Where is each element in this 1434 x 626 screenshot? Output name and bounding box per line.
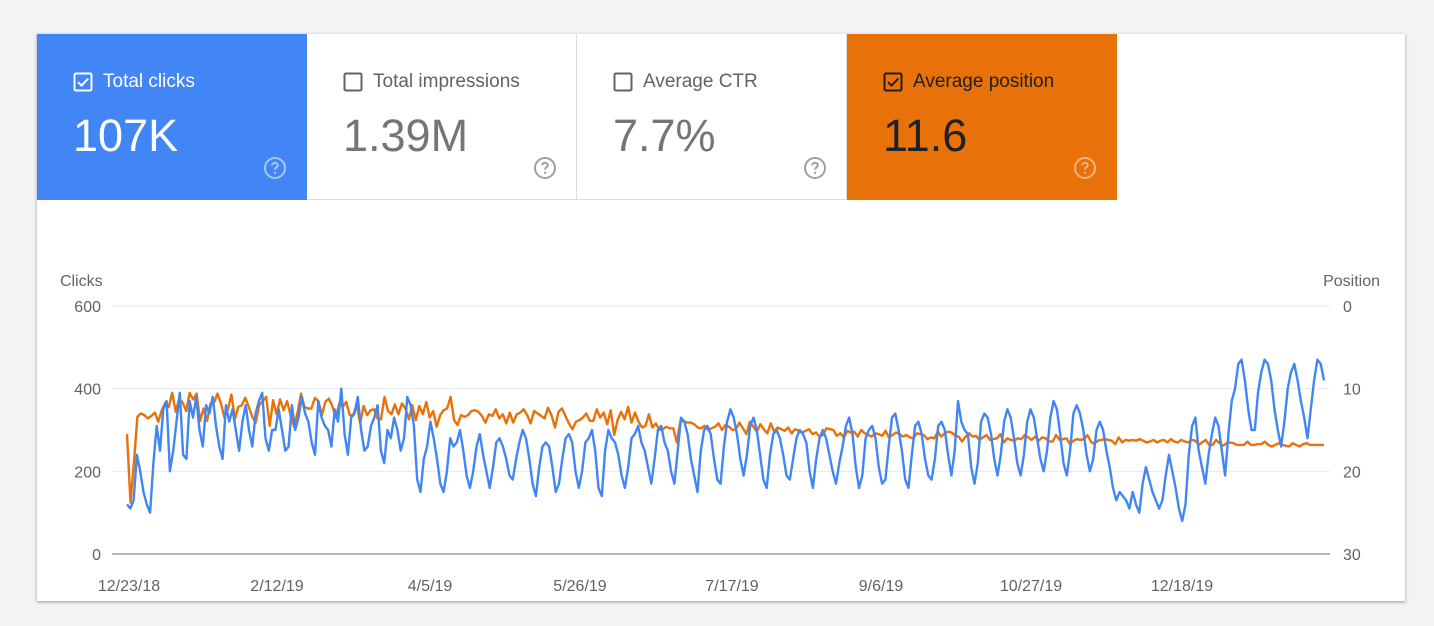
left-tick-label: 600: [74, 299, 101, 316]
help-circle-icon[interactable]: [1073, 156, 1097, 180]
right-tick-label: 20: [1343, 464, 1361, 481]
performance-chart: Clicks Position 600 400 200 0 0 10 20 30 12/23…: [37, 200, 1405, 601]
tile-total-impressions[interactable]: Total impressions 1.39M: [307, 34, 577, 200]
x-tick-label: 4/5/19: [408, 578, 453, 595]
left-tick-label: 400: [74, 382, 101, 399]
tile-average-ctr[interactable]: Average CTR 7.7%: [577, 34, 847, 200]
check-box-outline-icon[interactable]: [613, 72, 633, 92]
series-lines: [125, 358, 1326, 523]
x-axis-ticks: 12/23/18 2/12/19 4/5/19 5/26/19 7/17/19 9/6/1…: [98, 578, 1213, 595]
right-tick-label: 30: [1343, 547, 1361, 564]
tile-value: 7.7%: [613, 110, 716, 161]
tile-value: 107K: [73, 110, 179, 161]
tile-label: Total impressions: [373, 71, 520, 92]
right-axis-ticks: 0 10 20 30: [1343, 299, 1361, 564]
left-axis-ticks: 600 400 200 0: [74, 299, 101, 564]
tile-label: Total clicks: [103, 71, 195, 92]
left-tick-label: 0: [92, 547, 101, 564]
check-box-outline-icon[interactable]: [343, 72, 363, 92]
help-circle-icon[interactable]: [533, 156, 557, 180]
tile-total-clicks[interactable]: Total clicks 107K: [37, 34, 307, 200]
chart-canvas: Clicks Position 600 400 200 0 0 10 20 30 12/23…: [60, 273, 1380, 595]
performance-card: Total clicks 107K Total impressions 1.39…: [37, 34, 1405, 601]
right-tick-label: 0: [1343, 299, 1352, 316]
x-tick-label: 7/17/19: [705, 578, 758, 595]
left-axis-title: Clicks: [60, 273, 103, 290]
help-circle-icon[interactable]: [263, 156, 287, 180]
x-tick-label: 2/12/19: [250, 578, 303, 595]
right-tick-label: 10: [1343, 382, 1361, 399]
tile-value: 11.6: [883, 110, 968, 161]
help-circle-icon[interactable]: [803, 156, 827, 180]
x-tick-label: 10/27/19: [1000, 578, 1062, 595]
position-series-line: [125, 391, 1324, 504]
tile-label: Average CTR: [643, 71, 758, 92]
check-box-icon[interactable]: [73, 72, 93, 92]
tile-average-position[interactable]: Average position 11.6: [847, 34, 1117, 200]
tile-value: 1.39M: [343, 110, 469, 161]
x-tick-label: 9/6/19: [859, 578, 904, 595]
metric-tiles: Total clicks 107K Total impressions 1.39…: [37, 34, 1117, 200]
left-tick-label: 200: [74, 464, 101, 481]
tile-label: Average position: [913, 71, 1055, 92]
clicks-series-line: [126, 358, 1326, 523]
x-tick-label: 12/23/18: [98, 578, 160, 595]
x-tick-label: 12/18/19: [1151, 578, 1213, 595]
check-box-icon[interactable]: [883, 72, 903, 92]
right-axis-title: Position: [1323, 273, 1380, 290]
x-tick-label: 5/26/19: [553, 578, 606, 595]
